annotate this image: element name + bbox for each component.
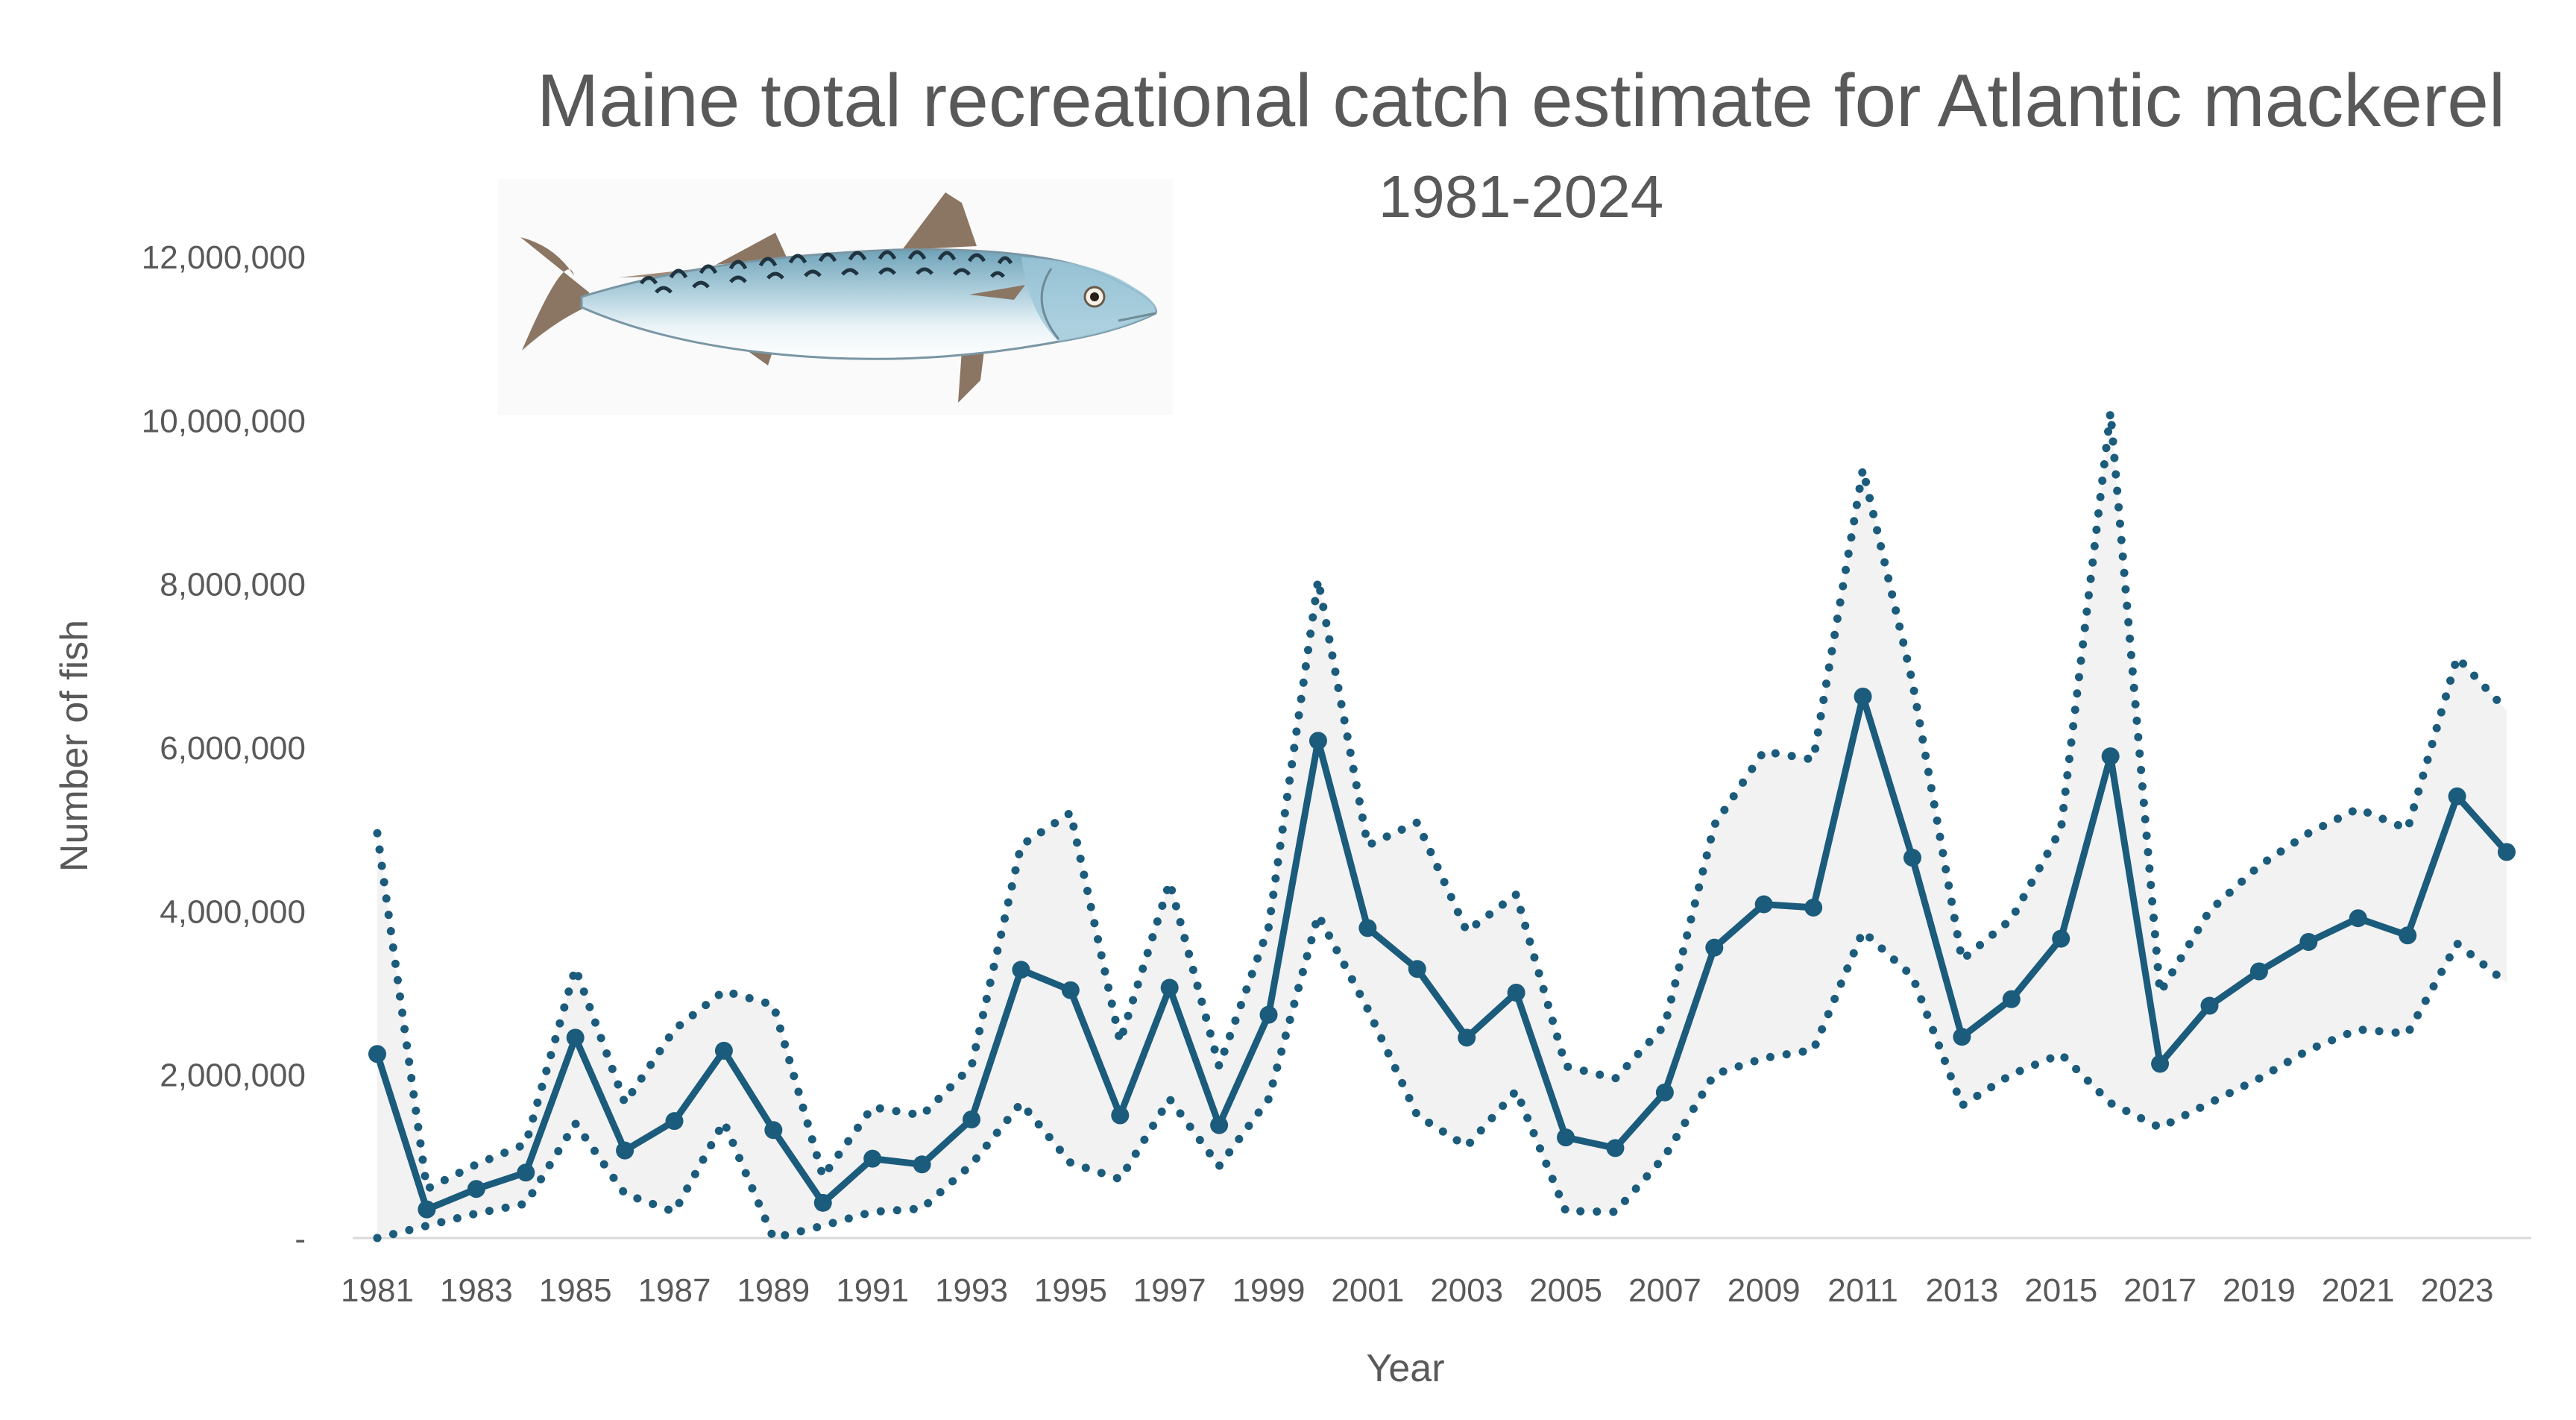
upper-bound-line — [373, 407, 2511, 1193]
axes: - 2,000,000 4,000,000 6,000,000 8,000,000 10,… — [142, 239, 2531, 1309]
estimate-point — [1458, 1028, 1476, 1047]
estimate-point — [517, 1163, 535, 1182]
estimate-point — [1111, 1106, 1130, 1125]
estimate-point — [1655, 1083, 1674, 1102]
estimate-point — [1408, 960, 1426, 978]
estimate-point — [913, 1155, 931, 1174]
estimate-point — [1012, 961, 1030, 979]
estimate-point — [714, 1041, 733, 1060]
estimate-point — [1953, 1028, 1971, 1046]
x-tick-label: 1981 — [341, 1272, 414, 1309]
estimate-point — [2002, 990, 2021, 1008]
x-tick-label: 2019 — [2223, 1272, 2296, 1309]
estimate-point — [2151, 1055, 2170, 1073]
estimate-point — [1309, 732, 1327, 750]
estimate-point — [1804, 898, 1823, 917]
estimate-point — [1160, 978, 1179, 997]
x-tick-label: 2023 — [2421, 1272, 2494, 1309]
estimate-point — [863, 1149, 882, 1168]
estimate-point — [2249, 962, 2268, 981]
estimate-point — [368, 1045, 386, 1064]
estimate-point — [1606, 1139, 1625, 1157]
x-tick-label: 1997 — [1133, 1272, 1206, 1309]
x-tick-label: 1987 — [638, 1272, 711, 1309]
estimate-point — [1210, 1116, 1229, 1134]
estimate-point — [2349, 909, 2367, 928]
estimate-point — [2399, 926, 2417, 945]
estimate-point — [1903, 849, 1921, 867]
mackerel-illustration — [498, 179, 1173, 415]
estimate-point — [1061, 981, 1080, 999]
x-tick-label: 2009 — [1728, 1272, 1801, 1309]
estimate-point — [616, 1141, 634, 1160]
estimate-point — [2052, 929, 2070, 948]
y-tick-label: - — [295, 1221, 306, 1257]
x-tick-label: 2017 — [2123, 1272, 2196, 1309]
x-tick-label: 2011 — [1827, 1272, 1898, 1309]
y-axis-label: Number of fish — [53, 620, 96, 872]
estimate-point — [1854, 688, 1872, 706]
estimate-point — [418, 1200, 436, 1219]
x-tick-label: 2013 — [1925, 1272, 1998, 1309]
x-tick-label: 1983 — [440, 1272, 513, 1309]
estimate-point — [1259, 1005, 1278, 1024]
y-tick-label: 8,000,000 — [160, 567, 306, 603]
x-axis-label: Year — [1366, 1347, 1444, 1390]
x-tick-label: 2015 — [2024, 1272, 2097, 1309]
x-tick-label: 1993 — [935, 1272, 1008, 1309]
y-tick-label: 4,000,000 — [160, 893, 306, 930]
estimate-point — [1358, 919, 1377, 937]
estimate-point — [2101, 747, 2120, 766]
y-tick-label: 12,000,000 — [142, 239, 306, 276]
estimate-point — [1507, 984, 1525, 1002]
estimate-point — [764, 1121, 783, 1140]
y-tick-label: 2,000,000 — [160, 1058, 306, 1094]
estimate-line — [374, 693, 2510, 1213]
x-tick-label: 2003 — [1430, 1272, 1503, 1309]
x-tick-label: 1985 — [539, 1272, 612, 1309]
chart-title: Maine total recreational catch estimate … — [536, 59, 2506, 142]
y-tick-label: 6,000,000 — [160, 730, 306, 767]
estimate-point — [813, 1193, 832, 1212]
estimate-point — [566, 1028, 585, 1047]
estimate-point — [1754, 895, 1773, 914]
x-tick-label: 1999 — [1232, 1272, 1306, 1309]
estimate-point — [1705, 938, 1724, 957]
x-tick-label: 1991 — [836, 1272, 909, 1309]
estimate-point — [2498, 843, 2516, 861]
series-layer — [368, 407, 2516, 1242]
lower-bound-line — [373, 911, 2511, 1242]
x-tick-label: 1995 — [1034, 1272, 1107, 1309]
estimate-point — [2200, 996, 2219, 1015]
x-tick-label: 2001 — [1331, 1272, 1404, 1309]
estimate-point — [665, 1112, 684, 1131]
x-tick-label: 2007 — [1628, 1272, 1701, 1309]
estimate-point — [963, 1110, 981, 1128]
chart-subtitle: 1981-2024 — [1378, 163, 1664, 230]
x-tick-label: 2021 — [2322, 1272, 2395, 1309]
estimate-point — [1557, 1128, 1575, 1147]
estimate-point — [467, 1180, 485, 1198]
estimate-point — [2448, 787, 2466, 805]
estimate-point — [2299, 933, 2318, 952]
y-tick-label: 10,000,000 — [142, 403, 306, 439]
x-tick-label: 1989 — [737, 1272, 810, 1309]
x-tick-label: 2005 — [1529, 1272, 1602, 1309]
